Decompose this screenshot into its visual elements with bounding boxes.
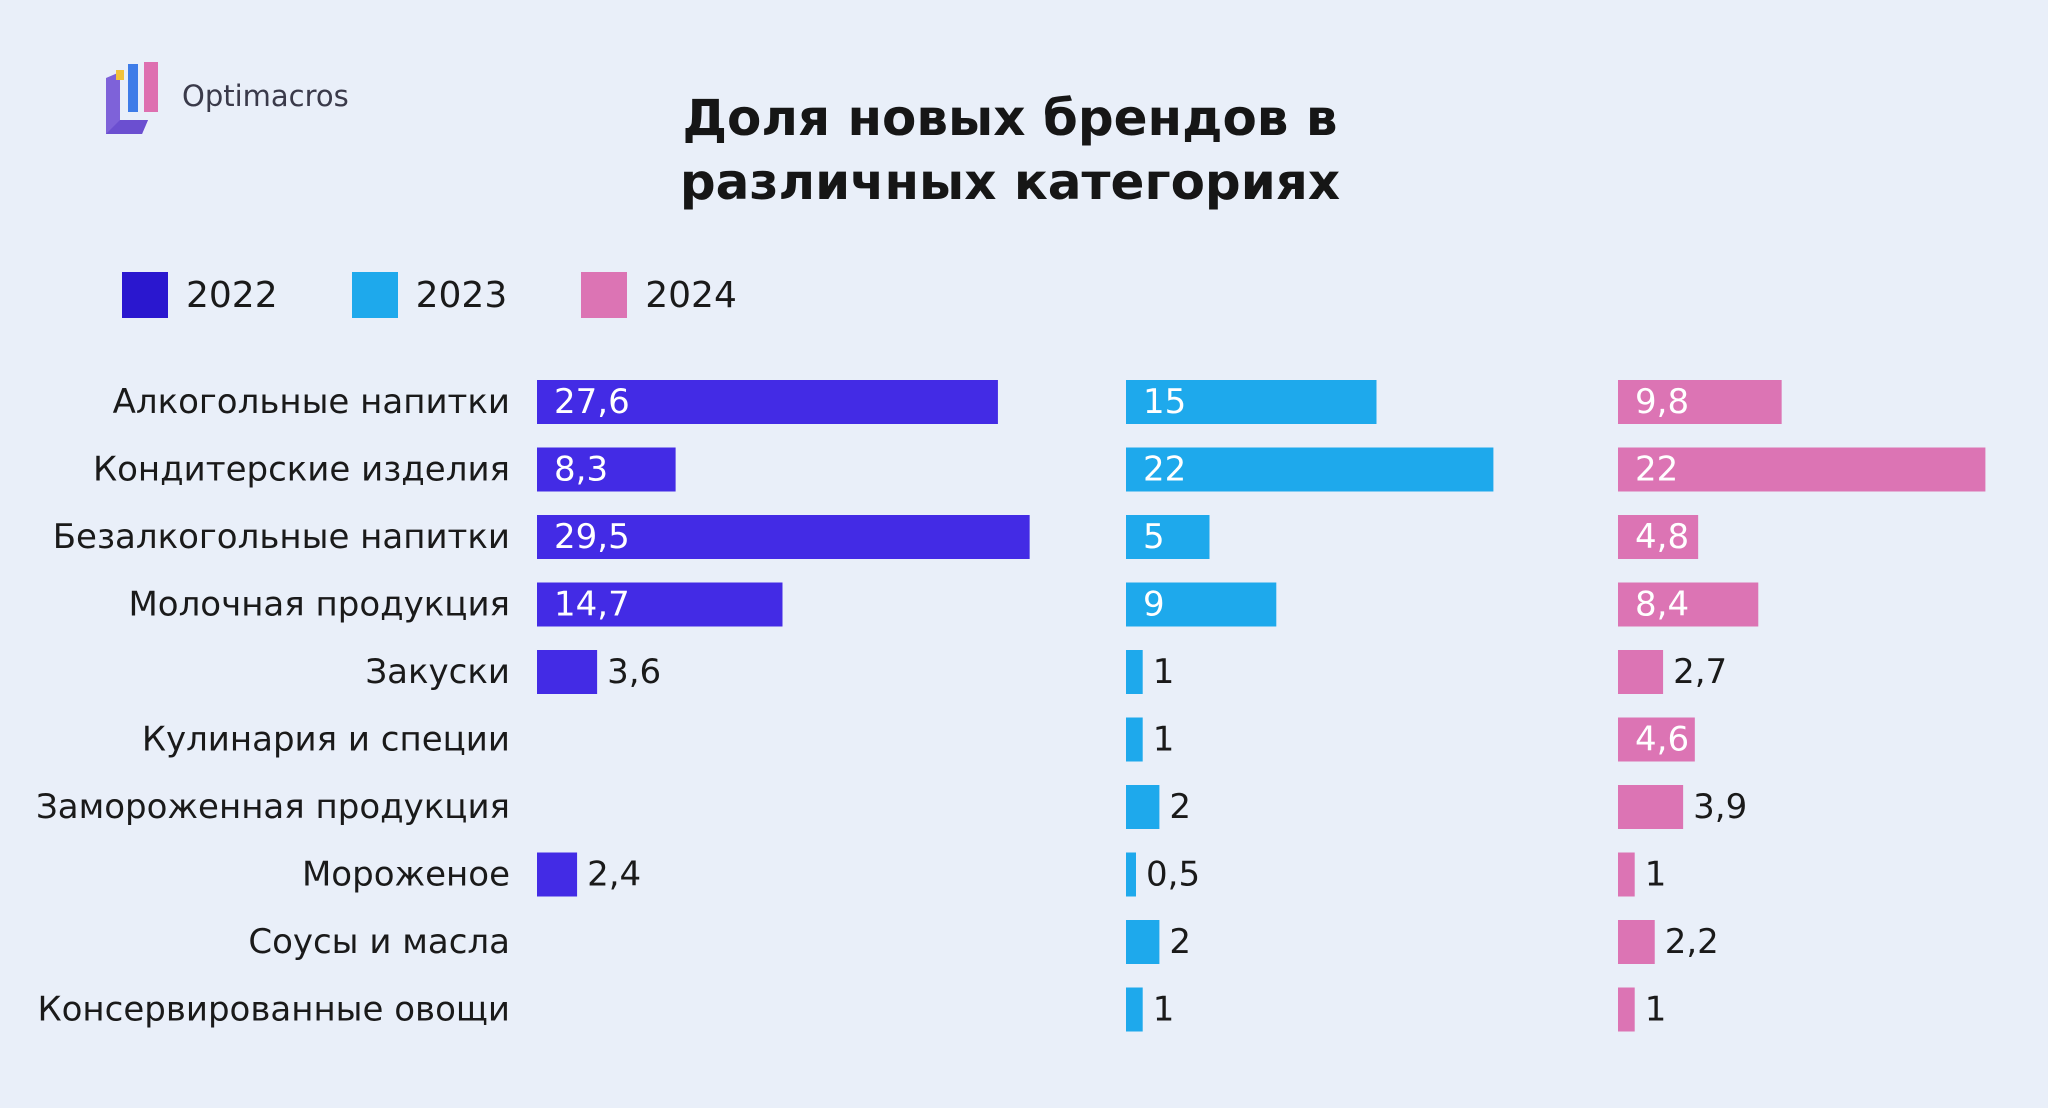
data-label: 4,8 — [1635, 517, 1689, 557]
data-label: 0,5 — [1146, 855, 1200, 895]
legend-swatch-2024 — [581, 272, 628, 318]
category-label: Соусы и масла — [248, 922, 510, 962]
data-label: 1 — [1153, 720, 1175, 760]
category-label: Кондитерские изделия — [93, 450, 510, 490]
legend-swatch-2023 — [351, 272, 398, 318]
category-label: Консервированные овощи — [37, 990, 510, 1030]
data-label: 1 — [1153, 990, 1175, 1030]
bar — [1126, 785, 1160, 829]
data-label: 1 — [1153, 652, 1175, 692]
brand: Optimacros — [104, 62, 349, 138]
bar — [1618, 785, 1684, 829]
category-label: Алкогольные напитки — [113, 382, 510, 422]
bar — [1618, 650, 1664, 694]
chart-title: Доля новых брендов в различных категория… — [640, 86, 1380, 214]
category-label: Молочная продукция — [128, 585, 510, 625]
legend-swatch-2022 — [122, 272, 168, 318]
chart-title-line-2: различных категориях — [679, 153, 1341, 211]
bar — [1126, 987, 1143, 1032]
bar — [537, 582, 783, 627]
data-label: 15 — [1143, 382, 1186, 422]
bar — [1618, 447, 1986, 492]
bar — [1126, 582, 1277, 627]
bar — [1618, 380, 1782, 424]
bar — [537, 852, 578, 897]
category-label: Мороженое — [302, 855, 510, 895]
data-label: 1 — [1645, 855, 1667, 895]
data-label: 14,7 — [554, 585, 630, 625]
data-label: 9 — [1143, 585, 1165, 625]
data-label: 2 — [1169, 922, 1191, 962]
bar — [1618, 852, 1635, 897]
bar — [1618, 582, 1759, 627]
data-label: 2,2 — [1665, 922, 1719, 962]
data-label: 2 — [1169, 787, 1191, 827]
bar — [1126, 650, 1143, 694]
data-label: 4,6 — [1635, 720, 1689, 760]
legend-item-2022: 2022 — [122, 272, 278, 318]
chart-title-line-1: Доля новых брендов в — [682, 89, 1338, 147]
bar — [537, 380, 998, 424]
bar — [1126, 717, 1143, 762]
legend-label-2023: 2023 — [415, 274, 508, 316]
legend-item-2024: 2024 — [581, 272, 737, 318]
data-label: 22 — [1143, 450, 1186, 490]
data-label: 27,6 — [554, 382, 630, 422]
data-label: 2,7 — [1673, 652, 1727, 692]
legend-item-2023: 2023 — [351, 272, 508, 318]
optimacros-logo-icon — [106, 62, 158, 134]
legend-label-2024: 2024 — [645, 274, 737, 316]
brand-name: Optimacros — [182, 79, 349, 113]
data-label: 5 — [1143, 517, 1165, 557]
bar — [1126, 380, 1377, 424]
bar — [1126, 515, 1210, 559]
category-label: Кулинария и специи — [142, 720, 510, 760]
bar — [1618, 920, 1655, 964]
bar — [537, 650, 598, 694]
data-label: 29,5 — [554, 517, 630, 557]
bar — [1126, 447, 1494, 492]
data-label: 9,8 — [1635, 382, 1689, 422]
bar — [1126, 920, 1160, 964]
category-label: Замороженная продукция — [36, 787, 510, 827]
bar — [1618, 987, 1635, 1032]
data-label: 22 — [1635, 450, 1678, 490]
data-label: 3,9 — [1693, 787, 1747, 827]
category-label: Безалкогольные напитки — [53, 517, 510, 557]
data-label: 8,3 — [554, 450, 608, 490]
bar — [537, 447, 676, 492]
data-label: 3,6 — [607, 652, 661, 692]
bar — [1618, 515, 1699, 559]
bar — [1618, 717, 1695, 762]
data-label: 8,4 — [1635, 585, 1689, 625]
bar — [537, 515, 1030, 559]
data-label: 1 — [1645, 990, 1667, 1030]
bar — [1126, 852, 1136, 897]
data-label: 2,4 — [587, 855, 641, 895]
legend: 2022 2023 2024 — [122, 272, 811, 318]
category-label: Закуски — [365, 652, 510, 692]
legend-label-2022: 2022 — [186, 274, 278, 316]
